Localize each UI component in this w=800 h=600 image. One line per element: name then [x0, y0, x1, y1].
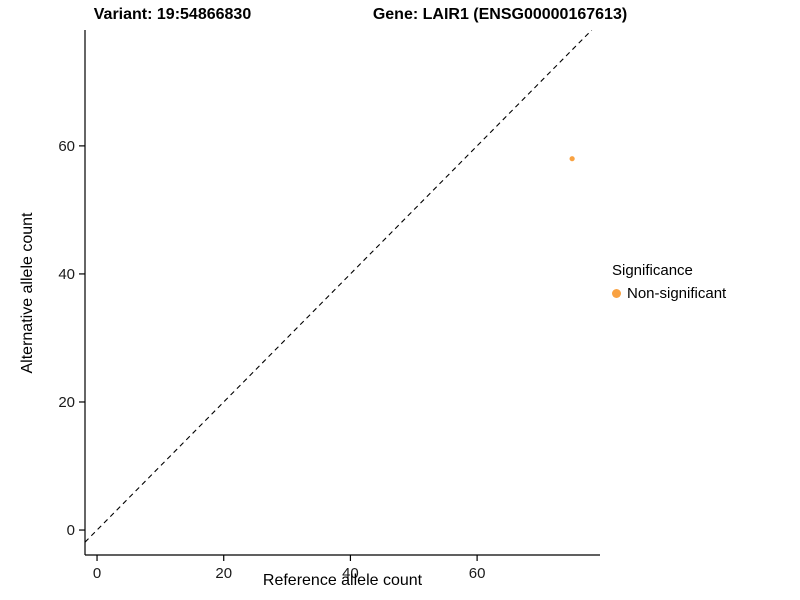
legend-entry-label: Non-significant	[627, 285, 727, 302]
gene-title: Gene: LAIR1 (ENSG00000167613)	[372, 6, 628, 23]
y-axis-label: Alternative allele count	[19, 212, 36, 374]
legend-entry: Non-significant	[612, 285, 726, 302]
variant-title: Variant: 19:54866830	[93, 6, 252, 23]
x-tick-label: 20	[215, 565, 232, 582]
legend-title: Significance	[612, 262, 693, 279]
y-tick-label: 0	[67, 522, 75, 539]
y-tick-label: 60	[58, 138, 75, 155]
identity-line	[85, 30, 593, 543]
x-tick-label: 40	[342, 565, 359, 582]
legend-point-icon	[612, 289, 621, 298]
x-tick-label: 0	[93, 565, 101, 582]
x-tick-label: 60	[469, 565, 486, 582]
x-axis-label: Reference allele count	[262, 572, 423, 589]
data-point	[569, 156, 575, 162]
y-tick-label: 40	[58, 266, 75, 283]
legend: Significance Non-significant	[612, 262, 726, 302]
y-tick-label: 20	[58, 394, 75, 411]
